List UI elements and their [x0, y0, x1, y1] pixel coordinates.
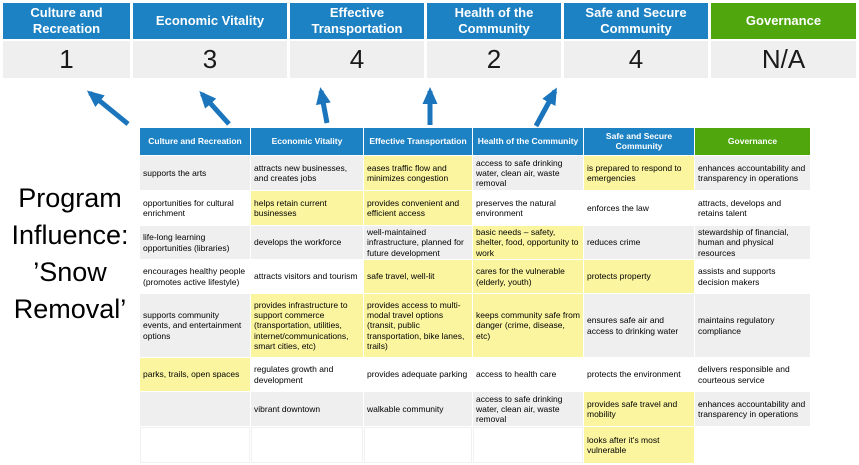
matrix-cell-r4-effective-transportation: safe travel, well-lit — [364, 260, 472, 293]
summary-score-row: 1 3 4 2 4 N/A — [3, 41, 856, 78]
matrix-cell-r1-governance: enhances accountability and transparency… — [695, 156, 810, 190]
matrix-cell-r2-economic-vitality: helps retain current businesses — [251, 191, 363, 225]
matrix-cell-r1-health-of-the-community: access to safe drinking water, clean air… — [473, 156, 583, 190]
matrix-cell-r2-safe-and-secure-community: enforces the law — [584, 191, 694, 225]
matrix-cell-r5-economic-vitality: provides infrastructure to support comme… — [251, 294, 363, 357]
title-line: Program — [18, 183, 122, 213]
matrix-cell-r6-culture-and-recreation: parks, trails, open spaces — [140, 358, 250, 391]
matrix-cell-r2-governance: attracts, develops and retains talent — [695, 191, 810, 225]
matrix-cell-r1-safe-and-secure-community: is prepared to respond to emergencies — [584, 156, 694, 190]
matrix-cell-r4-culture-and-recreation: encourages healthy people (promotes acti… — [140, 260, 250, 293]
matrix-cell-r3-economic-vitality: develops the workforce — [251, 226, 363, 259]
summary-header-culture-and-recreation: Culture and Recreation — [3, 3, 130, 39]
matrix-cell-r6-health-of-the-community: access to health care — [473, 358, 583, 391]
title-line: Removal’ — [13, 294, 127, 324]
matrix-cell-r3-health-of-the-community: basic needs – safety, shelter, food, opp… — [473, 226, 583, 259]
matrix-cell-r1-effective-transportation: eases traffic flow and minimizes congest… — [364, 156, 472, 190]
summary-score-governance: N/A — [711, 41, 856, 78]
matrix-cell-r4-safe-and-secure-community: protects property — [584, 260, 694, 293]
matrix-cell-r1-economic-vitality: attracts new businesses, and creates job… — [251, 156, 363, 190]
priority-matrix: Culture and Recreation Economic Vitality E… — [140, 128, 810, 463]
summary-header-safe-and-secure-community: Safe and Secure Community — [564, 3, 708, 39]
matrix-cell-r5-safe-and-secure-community: ensures safe air and access to drinking … — [584, 294, 694, 357]
matrix-cell-r8-safe-and-secure-community: looks after it's most vulnerable — [584, 427, 694, 463]
summary-score-health-of-the-community: 2 — [427, 41, 561, 78]
matrix-cell-r8-economic-vitality — [251, 427, 363, 463]
influence-arrows — [86, 87, 558, 128]
matrix-cell-r7-effective-transportation: walkable community — [364, 392, 472, 426]
summary-header-effective-transportation: Effective Transportation — [290, 3, 424, 39]
matrix-cell-r2-health-of-the-community: preserves the natural environment — [473, 191, 583, 225]
matrix-cell-r1-culture-and-recreation: supports the arts — [140, 156, 250, 190]
matrix-cell-r5-governance: maintains regulatory compliance — [695, 294, 810, 357]
summary-score-economic-vitality: 3 — [133, 41, 287, 78]
matrix-cell-r5-effective-transportation: provides access to multi-modal travel op… — [364, 294, 472, 357]
summary-header-governance: Governance — [711, 3, 856, 39]
matrix-cell-r6-governance: delivers responsible and courteous servi… — [695, 358, 810, 391]
matrix-cell-r8-health-of-the-community — [473, 427, 583, 463]
summary-score-culture-and-recreation: 1 — [3, 41, 130, 78]
matrix-cell-r8-effective-transportation — [364, 427, 472, 463]
matrix-cell-r7-culture-and-recreation — [140, 392, 250, 426]
matrix-cell-r3-safe-and-secure-community: reduces crime — [584, 226, 694, 259]
matrix-cell-r2-effective-transportation: provides convenient and efficient access — [364, 191, 472, 225]
matrix-cell-r4-governance: assists and supports decision makers — [695, 260, 810, 293]
summary-header-row: Culture and Recreation Economic Vitality… — [3, 3, 856, 39]
matrix-cell-r4-health-of-the-community: cares for the vulnerable (elderly, youth… — [473, 260, 583, 293]
summary-score-safe-and-secure-community: 4 — [564, 41, 708, 78]
program-influence-title: Program Influence: ’Snow Removal’ — [0, 180, 140, 328]
matrix-cell-r3-effective-transportation: well-maintained infrastructure, planned … — [364, 226, 472, 259]
matrix-header-effective-transportation: Effective Transportation — [364, 128, 472, 155]
matrix-cell-r4-economic-vitality: attracts visitors and tourism — [251, 260, 363, 293]
summary-header-health-of-the-community: Health of the Community — [427, 3, 561, 39]
arrow-culture-icon — [86, 90, 130, 126]
matrix-cell-r3-culture-and-recreation: life-long learning opportunities (librar… — [140, 226, 250, 259]
matrix-header-governance: Governance — [695, 128, 810, 155]
arrow-transportation-icon — [316, 87, 331, 124]
summary-score-effective-transportation: 4 — [290, 41, 424, 78]
matrix-header-culture-and-recreation: Culture and Recreation — [140, 128, 250, 155]
matrix-cell-r2-culture-and-recreation: opportunities for cultural enrichment — [140, 191, 250, 225]
matrix-cell-r7-governance: enhances accountability and transparency… — [695, 392, 810, 426]
matrix-cell-r7-safe-and-secure-community: provides safe travel and mobility — [584, 392, 694, 426]
matrix-cell-r3-governance: stewardship of financial, human and phys… — [695, 226, 810, 259]
matrix-cell-r5-culture-and-recreation: supports community events, and entertain… — [140, 294, 250, 357]
matrix-cell-r6-effective-transportation: provides adequate parking — [364, 358, 472, 391]
title-line: Influence: — [11, 220, 129, 250]
matrix-cell-r7-health-of-the-community: access to safe drinking water, clean air… — [473, 392, 583, 426]
matrix-cell-r6-economic-vitality: regulates growth and development — [251, 358, 363, 391]
matrix-cell-r6-safe-and-secure-community: protects the environment — [584, 358, 694, 391]
matrix-cell-r7-economic-vitality: vibrant downtown — [251, 392, 363, 426]
matrix-cell-r8-governance — [695, 427, 810, 463]
summary-header-economic-vitality: Economic Vitality — [133, 3, 287, 39]
arrow-economic-icon — [199, 91, 231, 126]
matrix-header-safe-and-secure-community: Safe and Secure Community — [584, 128, 694, 155]
matrix-cell-r8-culture-and-recreation — [140, 427, 250, 463]
arrow-safe-icon — [533, 87, 558, 128]
matrix-cell-r5-health-of-the-community: keeps community safe from danger (crime,… — [473, 294, 583, 357]
matrix-header-economic-vitality: Economic Vitality — [251, 128, 363, 155]
title-line: ’Snow — [33, 257, 107, 287]
matrix-header-health-of-the-community: Health of the Community — [473, 128, 583, 155]
